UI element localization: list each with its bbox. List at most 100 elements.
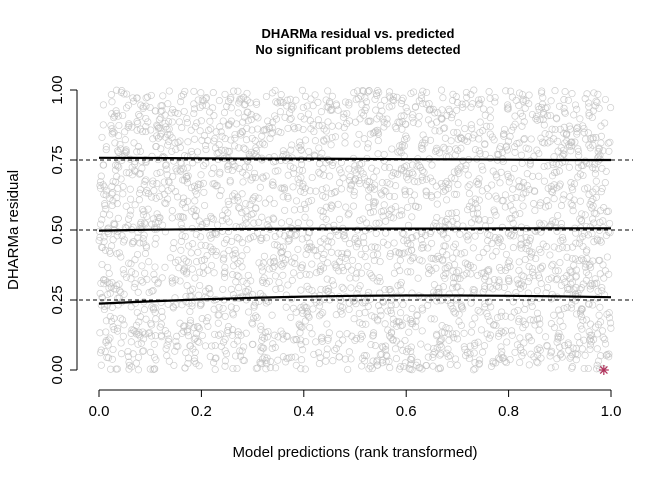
data-point xyxy=(134,234,142,242)
data-point xyxy=(427,105,435,113)
data-point xyxy=(333,101,341,110)
data-point xyxy=(149,215,157,223)
data-point xyxy=(177,220,185,228)
data-point xyxy=(298,86,306,94)
data-point xyxy=(410,253,418,262)
data-point xyxy=(573,105,581,113)
data-point xyxy=(427,315,435,323)
x-tick-label: 0.2 xyxy=(191,403,212,420)
data-point xyxy=(437,336,445,344)
data-point xyxy=(480,342,489,350)
data-point xyxy=(156,168,164,176)
data-point xyxy=(221,347,229,355)
data-point xyxy=(602,340,610,348)
data-point xyxy=(402,104,410,112)
data-point xyxy=(386,192,394,200)
data-point xyxy=(328,238,336,246)
data-point xyxy=(400,237,408,245)
data-point xyxy=(268,181,276,189)
data-point xyxy=(98,294,106,302)
data-point xyxy=(552,276,560,284)
data-point xyxy=(442,324,450,332)
data-point xyxy=(113,365,121,373)
data-point xyxy=(296,271,304,279)
data-point xyxy=(277,249,285,257)
data-point xyxy=(545,130,553,139)
data-point xyxy=(194,337,202,345)
data-point xyxy=(607,104,615,112)
data-point xyxy=(599,261,607,269)
data-point xyxy=(497,142,505,151)
data-point xyxy=(265,216,273,224)
data-point xyxy=(508,93,516,101)
data-point xyxy=(439,248,447,256)
data-point xyxy=(161,119,169,127)
data-point xyxy=(327,201,335,209)
data-point xyxy=(244,108,252,116)
data-point xyxy=(556,259,564,267)
data-point xyxy=(415,162,423,170)
data-point xyxy=(573,310,581,318)
points-layer xyxy=(95,86,615,374)
data-point xyxy=(295,166,304,174)
data-point xyxy=(364,140,372,148)
data-point xyxy=(565,285,574,293)
quantile-line xyxy=(98,294,612,305)
data-point xyxy=(397,100,405,108)
data-point xyxy=(190,109,198,118)
data-point xyxy=(144,118,152,126)
data-point xyxy=(417,144,425,152)
data-point xyxy=(215,331,223,339)
data-point xyxy=(141,220,149,228)
data-point xyxy=(238,190,246,198)
data-point xyxy=(561,109,569,117)
data-point xyxy=(287,146,295,154)
data-point xyxy=(235,223,243,231)
data-point xyxy=(172,145,180,154)
data-point xyxy=(242,329,250,337)
data-point xyxy=(429,105,437,113)
data-point xyxy=(264,117,272,125)
data-point xyxy=(286,95,294,103)
data-point xyxy=(385,332,394,340)
data-point xyxy=(270,153,278,161)
data-point xyxy=(354,165,362,173)
y-tick-label: 0.00 xyxy=(49,355,66,384)
data-point xyxy=(163,165,171,173)
data-point xyxy=(499,354,507,362)
data-point xyxy=(467,103,475,111)
data-point xyxy=(409,118,417,126)
data-point xyxy=(470,86,478,94)
data-point xyxy=(134,143,142,151)
data-point xyxy=(433,330,441,338)
data-point xyxy=(176,137,184,145)
data-point xyxy=(133,148,141,156)
data-point xyxy=(168,147,176,155)
data-point xyxy=(221,206,229,214)
data-point xyxy=(605,147,613,155)
data-point xyxy=(588,230,596,238)
data-point xyxy=(601,95,609,104)
data-point xyxy=(584,231,592,239)
data-point xyxy=(447,174,455,182)
data-point xyxy=(254,229,262,237)
data-point xyxy=(190,357,198,365)
data-point xyxy=(297,365,305,373)
data-point xyxy=(102,143,110,151)
data-point xyxy=(505,275,513,283)
data-point xyxy=(301,184,309,193)
data-point xyxy=(206,108,214,116)
data-point xyxy=(186,342,194,350)
data-point xyxy=(127,329,135,337)
data-point xyxy=(98,293,106,301)
data-point xyxy=(280,150,288,158)
data-point xyxy=(460,329,468,337)
data-point xyxy=(180,327,188,335)
data-point xyxy=(297,336,305,344)
data-point xyxy=(244,213,252,221)
data-point xyxy=(364,144,372,152)
data-point xyxy=(564,341,572,349)
data-point xyxy=(231,142,239,150)
data-point xyxy=(200,132,208,140)
data-point xyxy=(248,340,256,348)
